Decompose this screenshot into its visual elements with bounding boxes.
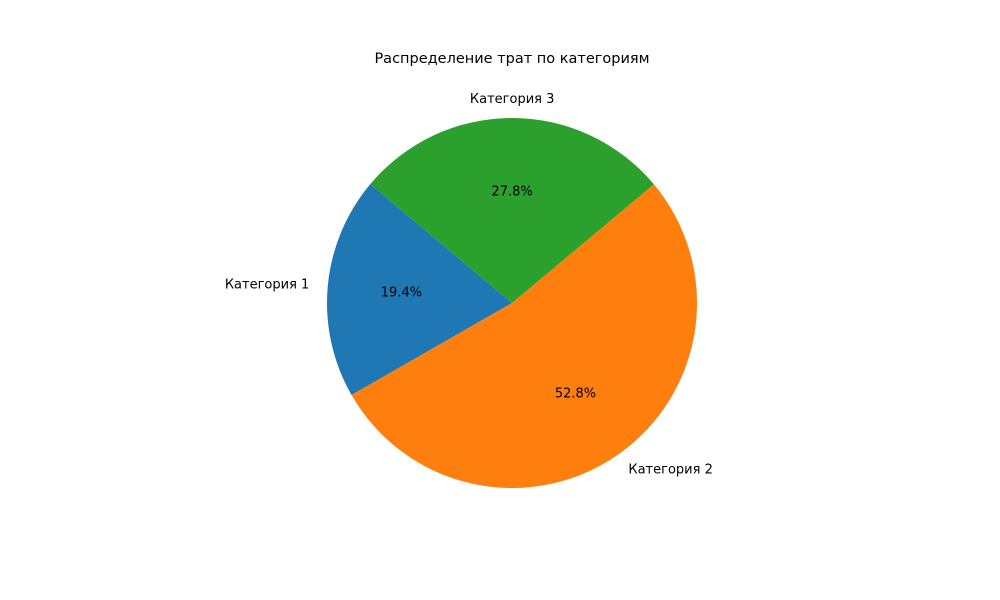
pie-slice bbox=[370, 117, 654, 303]
pie-slices bbox=[327, 117, 698, 489]
pie-slice bbox=[327, 184, 512, 396]
slice-category-label: Категория 3 bbox=[470, 92, 554, 107]
slice-percent-label: 27.8% bbox=[491, 185, 532, 200]
slice-percent-label: 19.4% bbox=[381, 286, 422, 301]
pie-labels: Категория 1 19.4% Категория 2 52.8% Категори… bbox=[225, 92, 713, 477]
chart-title: Распределение трат по категориям bbox=[374, 51, 649, 67]
slice-category-label: Категория 2 bbox=[628, 462, 712, 477]
slice-percent-label: 52.8% bbox=[555, 387, 596, 402]
slice-category-label: Категория 1 bbox=[225, 277, 309, 292]
pie-slice bbox=[351, 184, 698, 489]
